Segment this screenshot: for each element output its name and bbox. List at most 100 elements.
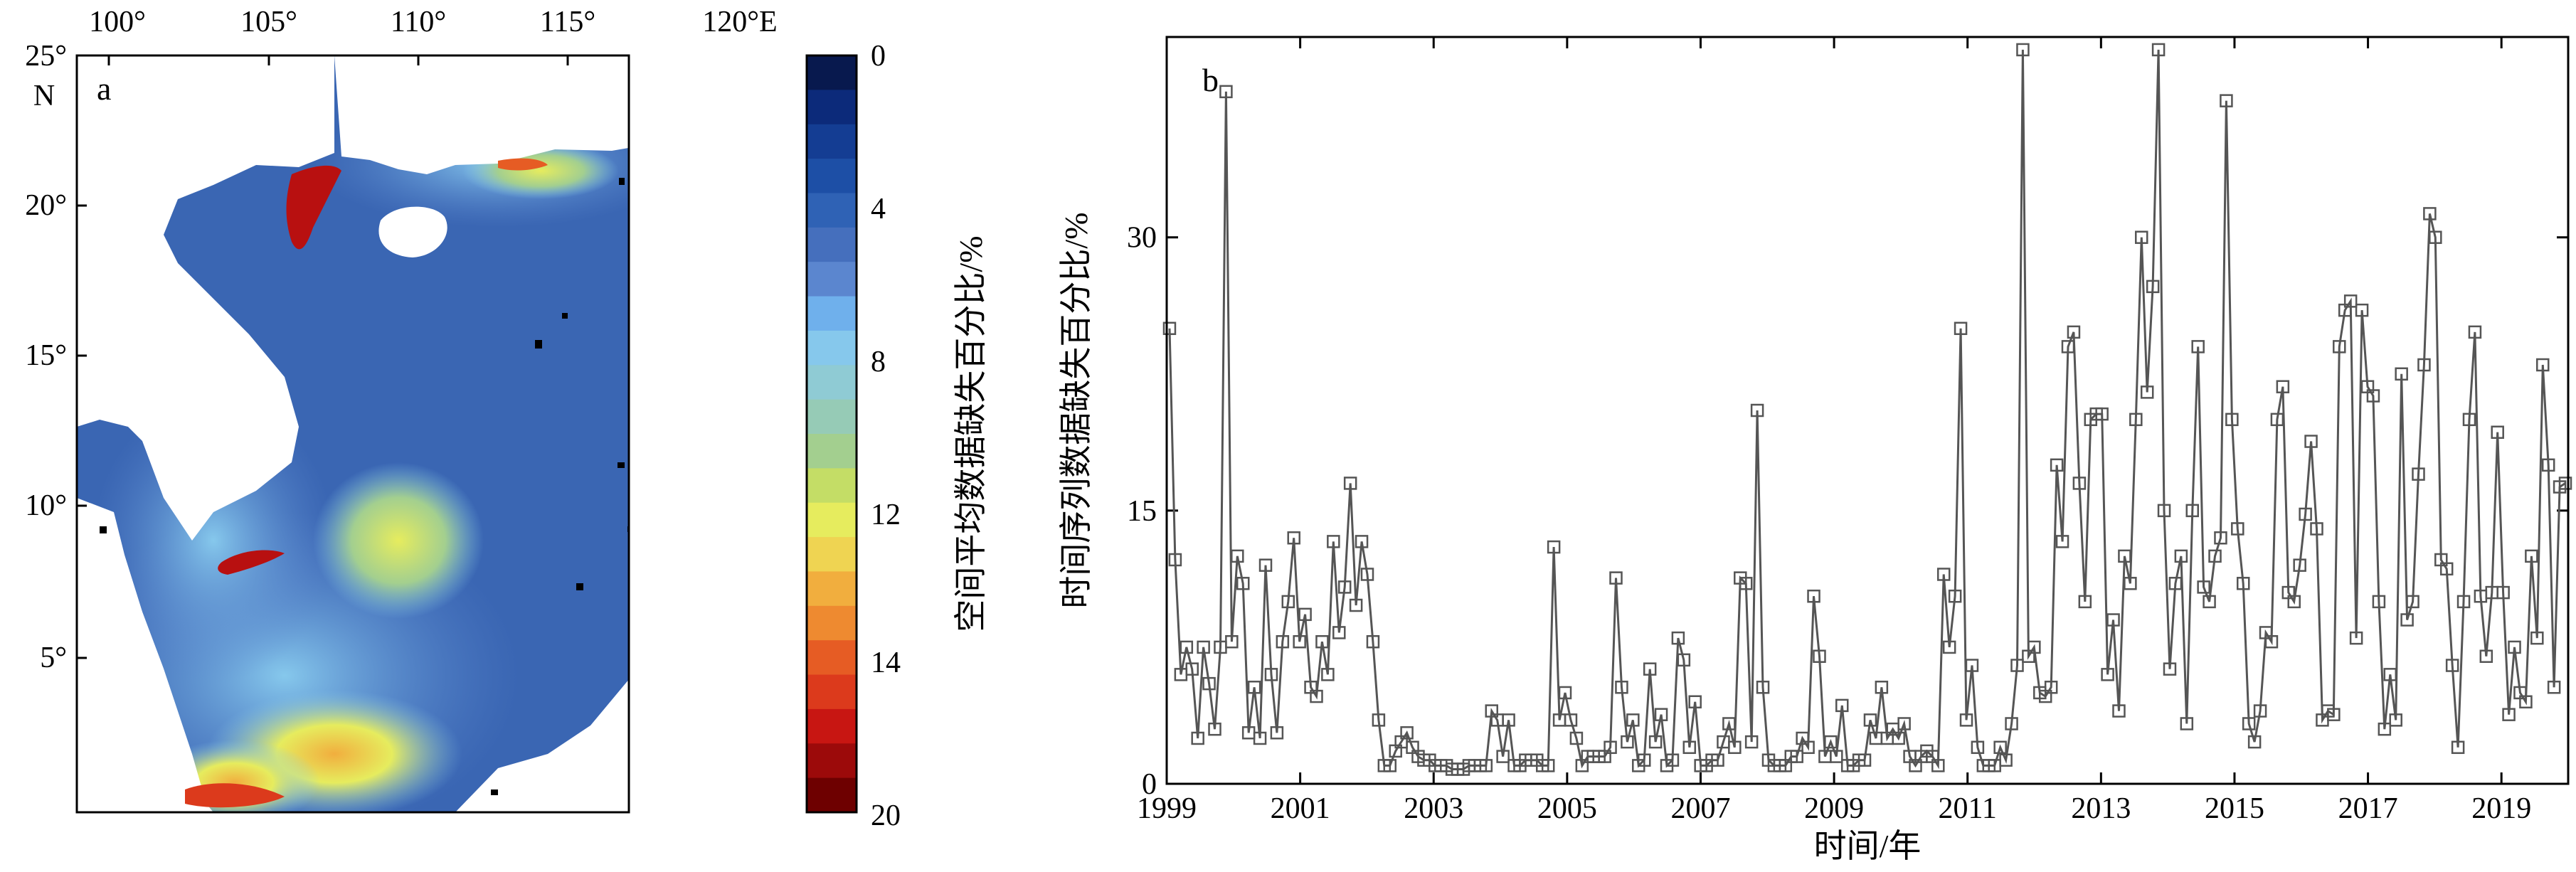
data-point-marker	[2479, 649, 2493, 663]
x-tick-label: 2015	[2205, 792, 2264, 825]
data-point-marker	[1337, 580, 1352, 594]
data-point-marker	[2151, 43, 2166, 57]
data-point-marker	[2112, 704, 2126, 718]
high-coastal-mekong	[218, 550, 285, 575]
data-point-marker	[2010, 659, 2024, 672]
high-coastal-gulf-of-tonkin	[286, 165, 341, 250]
data-point-marker	[2530, 631, 2544, 645]
data-point-marker	[2140, 386, 2154, 399]
data-point-marker	[1637, 753, 1651, 767]
x-tick-labels: 1999 2001 2003 2005 2007 2009 2011 2013 2015 2017…	[1137, 792, 2531, 825]
x-tick-label: 2011	[1938, 792, 1996, 825]
data-point-marker	[2095, 407, 2109, 421]
data-point-marker	[2180, 717, 2194, 730]
colorbar-segment	[807, 605, 857, 641]
colorbar-tick-label: 0	[871, 40, 886, 73]
colorbar-segment	[807, 55, 857, 90]
land-philippines-south	[704, 448, 768, 583]
data-point-marker	[2220, 94, 2233, 107]
data-point-marker	[2468, 325, 2482, 339]
data-point-marker	[2276, 380, 2290, 393]
data-point-marker	[1857, 753, 1872, 767]
lat-tick-labels: 25° N 20° 15° 10° 5°	[25, 40, 67, 674]
lon-tick-label: 100°	[89, 6, 146, 38]
y-tick-label: 15	[1127, 495, 1157, 528]
data-point-marker	[1225, 634, 1239, 649]
data-point-marker	[2055, 535, 2069, 548]
data-point-marker	[2508, 640, 2521, 654]
data-point-marker	[1327, 535, 1340, 548]
data-point-marker	[2061, 340, 2075, 353]
data-point-marker	[1180, 640, 1194, 654]
data-point-marker	[1863, 713, 1877, 727]
data-point-marker	[1258, 558, 1273, 572]
data-point-marker	[1813, 649, 1826, 663]
data-point-marker	[1231, 549, 1244, 563]
data-point-marker	[1496, 750, 1510, 763]
data-point-marker	[2208, 549, 2222, 563]
colorbar-segment	[807, 124, 857, 159]
data-point-marker	[1931, 759, 1945, 772]
data-point-marker	[1270, 726, 1284, 740]
data-point-marker	[1711, 753, 1724, 767]
colorbar-tick-label: 20	[871, 799, 901, 832]
data-point-marker	[1202, 676, 1216, 691]
data-point-marker	[2191, 340, 2205, 353]
land-indochina	[77, 55, 334, 541]
colorbar-segment	[807, 193, 857, 228]
high-missing-zone-1	[313, 462, 484, 619]
data-point-marker	[2456, 595, 2471, 609]
data-point-marker	[1677, 653, 1691, 667]
data-point-marker	[2118, 549, 2131, 563]
colorbar	[807, 55, 857, 813]
data-point-marker	[1547, 540, 1561, 554]
data-point-marker	[2157, 504, 2171, 518]
data-point-marker	[1281, 595, 1295, 609]
data-point-marker	[2395, 367, 2408, 381]
x-tick-label: 2017	[2338, 792, 2398, 825]
data-point-marker	[1609, 571, 1623, 585]
land-south-china	[334, 55, 629, 174]
x-tick-label: 2001	[1271, 792, 1330, 825]
colorbar-segment	[807, 227, 857, 262]
data-point-marker	[2101, 668, 2114, 681]
land-philippines-luzon	[740, 206, 797, 441]
data-point-marker	[2028, 640, 2041, 654]
data-point-marker	[1502, 713, 1515, 727]
data-point-marker	[2072, 477, 2087, 490]
series-line	[1168, 49, 2566, 770]
colorbar-segment	[807, 468, 857, 504]
data-point-marker	[2078, 595, 2092, 609]
map-panel	[77, 55, 797, 812]
data-point-marker	[2417, 358, 2431, 372]
lat-tick-label: 5°	[40, 642, 67, 674]
map-frame	[75, 54, 630, 814]
data-point-marker	[1830, 750, 1843, 763]
data-point-marker	[2124, 577, 2137, 590]
data-point-marker	[1219, 85, 1233, 99]
data-point-marker	[2168, 577, 2183, 590]
data-point-marker	[2372, 595, 2386, 609]
data-point-marker	[2502, 708, 2516, 721]
data-point-marker	[1293, 634, 1306, 649]
data-point-marker	[1892, 731, 1905, 745]
x-tick-label: 2005	[1537, 792, 1597, 825]
data-point-marker	[1722, 717, 1736, 730]
colorbar-segment	[807, 434, 857, 469]
data-point-marker	[1744, 735, 1759, 749]
data-point-marker	[2333, 340, 2346, 353]
data-point-marker	[1310, 689, 1323, 703]
colorbar-segment	[807, 365, 857, 400]
data-point-marker	[1366, 634, 1380, 649]
data-point-marker	[1971, 740, 1985, 755]
high-coastal-pearl-river	[498, 158, 548, 171]
data-point-marker	[1383, 759, 1397, 772]
data-point-marker	[2400, 613, 2414, 627]
data-point-marker	[1954, 321, 1968, 336]
data-point-marker	[1479, 759, 1493, 772]
lat-tick-label: 10°	[25, 489, 67, 522]
data-point-marker	[2406, 595, 2419, 609]
data-point-marker	[1168, 553, 1182, 567]
colorbar-frame	[805, 54, 858, 814]
series-markers	[1162, 43, 2572, 776]
